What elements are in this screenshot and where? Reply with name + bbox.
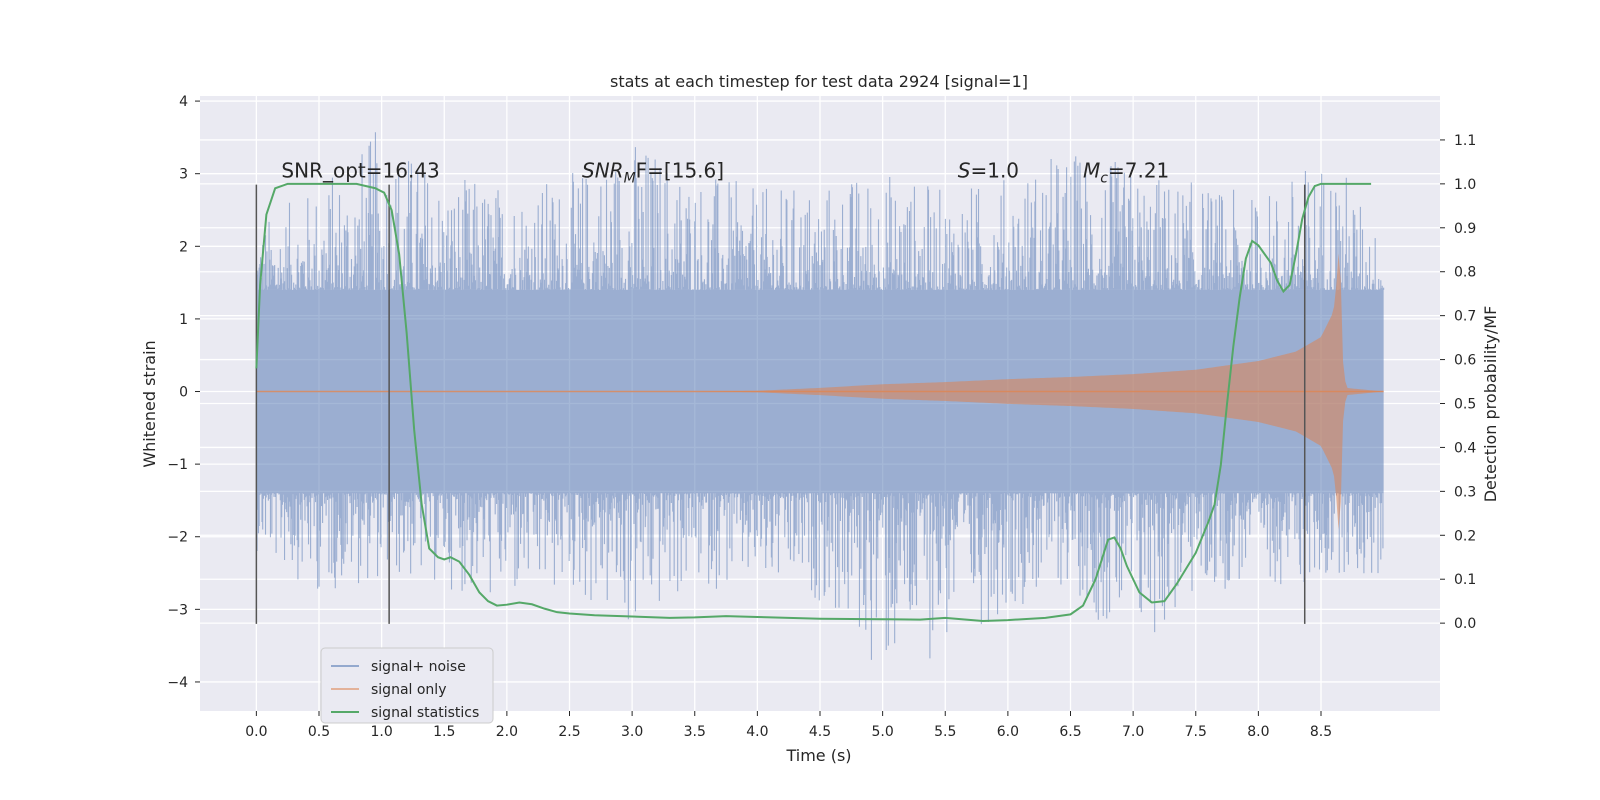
y-axis-label-right: Detection probability/MF: [1481, 306, 1500, 503]
x-tick-label: 3.5: [684, 724, 706, 740]
x-tick-label: 7.0: [1122, 724, 1144, 740]
x-tick-label: 7.5: [1185, 724, 1207, 740]
x-tick-label: 2.0: [496, 724, 518, 740]
y-tick-label-right: 0.3: [1454, 484, 1476, 500]
legend-label: signal statistics: [371, 705, 479, 721]
x-tick-label: 6.0: [997, 724, 1019, 740]
y-tick-label-left: 4: [179, 94, 188, 110]
y-tick-label-right: 1.0: [1454, 177, 1476, 193]
y-tick-label-right: 0.7: [1454, 309, 1476, 325]
annotations: SNR_opt=16.43 SNRMF=[15.6] S=1.0 Mc=7.21: [281, 158, 1169, 186]
x-tick-label: 2.5: [558, 724, 580, 740]
x-tick-label: 6.5: [1059, 724, 1081, 740]
chart-title: stats at each timestep for test data 292…: [610, 72, 1028, 91]
y-tick-label-right: 0.2: [1454, 528, 1476, 544]
series-signal-statistics: [255, 182, 1372, 622]
y-tick-label-left: 1: [179, 312, 188, 328]
y-tick-label-right: 0.0: [1454, 616, 1476, 632]
y-tick-label-left: 0: [179, 385, 188, 401]
axes: 0.0 0.5 1.0 1.5 2.0 2.5 3.0 3.5 4.0 4.5 5.0 5.5 6.0 6…: [167, 94, 1476, 740]
y-tick-label-right: 0.5: [1454, 397, 1476, 413]
x-tick-label: 1.0: [370, 724, 392, 740]
annotation-snr-mf: SNRMF=[15.6]: [582, 158, 724, 186]
y-axis-label-left: Whitened strain: [140, 340, 159, 467]
legend-label: signal+ noise: [371, 659, 466, 675]
y-tick-label-right: 0.4: [1454, 440, 1476, 456]
y-tick-label-right: 0.6: [1454, 353, 1476, 369]
y-tick-label-right: 1.1: [1454, 133, 1476, 149]
x-tick-label: 0.5: [308, 724, 330, 740]
annotation-s-value: S=1.0: [958, 158, 1019, 182]
legend: signal+ noise signal only signal statistic…: [320, 647, 494, 724]
y-tick-label-left: −2: [167, 530, 188, 546]
x-tick-label: 5.0: [871, 724, 893, 740]
annotation-chirp-mass: Mc=7.21: [1083, 158, 1169, 186]
y-tick-label-right: 0.8: [1454, 265, 1476, 281]
x-tick-label: 0.0: [245, 724, 267, 740]
y-tick-label-left: 2: [179, 239, 188, 255]
x-tick-label: 8.5: [1310, 724, 1332, 740]
y-tick-label-left: 3: [179, 167, 188, 183]
x-axis-label: Time (s): [785, 746, 851, 765]
series-signal-only: [256, 253, 1384, 530]
x-tick-label: 4.5: [809, 724, 831, 740]
x-tick-label: 8.0: [1247, 724, 1269, 740]
series-layer: [255, 132, 1385, 660]
x-tick-label: 3.0: [621, 724, 643, 740]
x-tick-label: 4.0: [746, 724, 768, 740]
legend-label: signal only: [371, 682, 446, 698]
vertical-markers: [255, 182, 1372, 624]
y-tick-label-right: 0.1: [1454, 572, 1476, 588]
x-tick-label: 1.5: [433, 724, 455, 740]
legend-frame: [320, 647, 494, 724]
y-tick-label-left: −3: [167, 602, 188, 618]
x-tick-label: 5.5: [934, 724, 956, 740]
y-tick-label-left: −4: [167, 675, 188, 691]
y-tick-label-right: 0.9: [1454, 221, 1476, 237]
annotation-snr-opt: SNR_opt=16.43: [281, 158, 439, 182]
y-tick-label-left: −1: [167, 457, 188, 473]
